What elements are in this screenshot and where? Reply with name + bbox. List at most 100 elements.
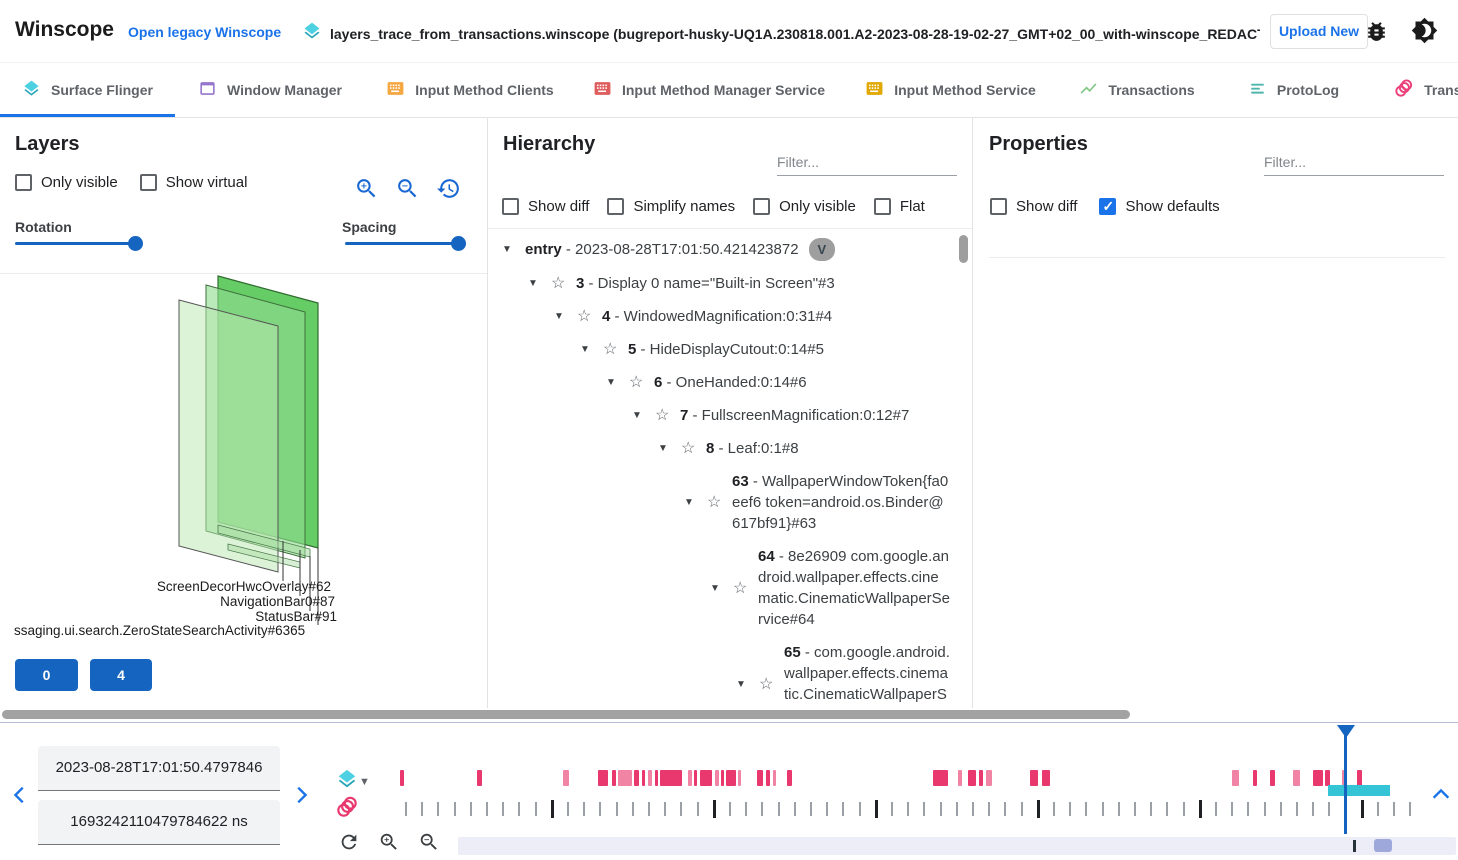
collapse-caret-icon[interactable]: ▼ — [502, 244, 512, 255]
layer-label: ssaging.ui.search.ZeroStateSearchActivit… — [14, 623, 306, 638]
app-header: Winscope Open legacy Winscope layers_tra… — [0, 0, 1458, 62]
tab-transitions[interactable]: Transitions — [1371, 63, 1458, 117]
tab-protolog[interactable]: ProtoLog — [1216, 63, 1371, 117]
keyboard-icon — [386, 79, 405, 101]
tab-input-method-service[interactable]: Input Method Service — [843, 63, 1058, 117]
trace-file-name: layers_trace_from_transactions.winscope … — [330, 25, 1260, 42]
collapse-caret-icon[interactable]: ▼ — [606, 377, 616, 388]
display-4-button[interactable]: 4 — [90, 659, 152, 691]
previous-entry-chevron-icon[interactable] — [9, 784, 31, 811]
timeline-canvas[interactable] — [395, 724, 1425, 836]
display-0-button[interactable]: 0 — [15, 659, 78, 691]
timeline-zoom-out-icon[interactable] — [418, 831, 440, 858]
only-visible-checkbox[interactable]: Only visible — [15, 174, 118, 191]
pin-star-icon[interactable]: ☆ — [629, 374, 644, 391]
dark-mode-toggle-icon[interactable] — [1411, 17, 1438, 44]
timeline-zoom-in-icon[interactable] — [378, 831, 400, 858]
hierarchy-scrollbar[interactable] — [959, 235, 968, 263]
pin-star-icon[interactable]: ☆ — [707, 494, 722, 511]
pin-star-icon[interactable]: ☆ — [603, 341, 618, 358]
checkbox[interactable] — [1099, 198, 1117, 215]
collapse-caret-icon[interactable]: ▼ — [632, 410, 642, 421]
scrollbar-thumb[interactable] — [2, 710, 1130, 719]
tab-label: ProtoLog — [1276, 82, 1340, 98]
collapse-caret-icon[interactable]: ▼ — [528, 278, 538, 289]
checkbox[interactable] — [139, 174, 157, 191]
keyboard-icon — [865, 79, 884, 101]
bug-report-icon[interactable] — [1364, 19, 1390, 45]
tab-label: Transactions — [1108, 82, 1195, 98]
flat-checkbox[interactable]: Flat — [873, 198, 925, 215]
show-defaults-checkbox[interactable]: Show defaults — [1099, 198, 1220, 215]
tab-input-method-manager-service[interactable]: Input Method Manager Service — [575, 63, 843, 117]
layers-3d-view[interactable] — [0, 273, 487, 645]
transitions-trace-row-icon[interactable] — [334, 794, 360, 825]
checkbox[interactable] — [502, 198, 519, 215]
keyboard-icon — [593, 79, 612, 101]
layers-trace-row-icon[interactable] — [336, 768, 358, 795]
pin-star-icon[interactable]: ☆ — [681, 440, 696, 457]
next-entry-chevron-icon[interactable] — [290, 784, 312, 811]
pin-star-icon[interactable]: ☆ — [733, 579, 748, 597]
collapse-caret-icon[interactable]: ▼ — [736, 678, 746, 690]
tab-transactions[interactable]: Transactions — [1058, 63, 1216, 117]
tree-node[interactable]: ▼ ☆ 64 - 8e26909 com.google.android.wallp… — [710, 548, 950, 628]
tree-node[interactable]: ▼ ☆ 5 - HideDisplayCutout:0:14#5 — [580, 341, 824, 358]
timeline-selection-bar[interactable] — [1328, 785, 1390, 796]
collapse-timeline-chevron-icon[interactable] — [1430, 784, 1452, 811]
tree-node[interactable]: ▼ ☆ 7 - FullscreenMagnification:0:12#7 — [632, 407, 910, 424]
tree-node-entry[interactable]: ▼ entry - 2023-08-28T17:01:50.421423872 V — [502, 232, 950, 267]
pin-star-icon[interactable]: ☆ — [551, 275, 566, 292]
tab-input-method-clients[interactable]: Input Method Clients — [365, 63, 575, 117]
chart-icon — [1079, 79, 1098, 101]
only-visible-checkbox[interactable]: Only visible — [753, 198, 856, 215]
collapse-caret-icon[interactable]: ▼ — [580, 344, 590, 355]
collapse-caret-icon[interactable]: ▼ — [658, 443, 668, 454]
main-horizontal-scrollbar[interactable] — [0, 709, 1458, 720]
layers-panel-title: Layers — [15, 133, 80, 155]
show-virtual-checkbox[interactable]: Show virtual — [139, 174, 247, 191]
rotation-label: Rotation — [15, 219, 72, 235]
pin-star-icon[interactable]: ☆ — [577, 308, 592, 325]
rotation-slider[interactable] — [15, 236, 143, 251]
tab-label: Input Method Service — [894, 82, 1036, 98]
layers-icon — [22, 79, 41, 101]
tree-node[interactable]: ▼ ☆ 3 - Display 0 name="Built-in Screen"#… — [528, 275, 835, 292]
spacing-slider[interactable] — [345, 236, 466, 251]
timeline-refresh-icon[interactable] — [338, 831, 360, 858]
open-legacy-winscope-link[interactable]: Open legacy Winscope — [128, 24, 282, 40]
timestamp-human-input[interactable]: 2023-08-28T17:01:50.4797846 — [38, 746, 280, 791]
checkbox[interactable] — [753, 198, 771, 215]
collapse-caret-icon[interactable]: ▼ — [554, 311, 564, 322]
pin-star-icon[interactable]: ☆ — [759, 675, 774, 693]
show-diff-checkbox[interactable]: Show diff — [990, 198, 1077, 215]
lines-icon — [1248, 79, 1267, 101]
tree-node[interactable]: ▼ ☆ 4 - WindowedMagnification:0:31#4 — [554, 308, 833, 325]
timeline-minimap[interactable] — [458, 837, 1456, 855]
upload-new-button[interactable]: Upload New — [1270, 14, 1368, 49]
zoom-out-icon[interactable] — [395, 176, 420, 206]
zoom-in-icon[interactable] — [354, 176, 379, 206]
tree-node[interactable]: ▼ ☆ 6 - OneHanded:0:14#6 — [606, 374, 807, 391]
tree-node[interactable]: ▼ ☆ 63 - WallpaperWindowToken{fa0eef6 tok… — [684, 473, 949, 532]
timestamp-ns-input[interactable]: 1693242110479784622 ns — [38, 800, 280, 845]
show-diff-checkbox[interactable]: Show diff — [502, 198, 589, 215]
tab-surface-flinger[interactable]: Surface Flinger — [0, 63, 175, 117]
tree-node[interactable]: ▼ ☆ 8 - Leaf:0:1#8 — [658, 440, 799, 457]
collapse-caret-icon[interactable]: ▼ — [684, 497, 694, 508]
minimap-thumb[interactable] — [1374, 839, 1392, 852]
reset-view-icon[interactable] — [436, 176, 461, 206]
tab-label: Input Method Clients — [415, 82, 554, 98]
properties-filter-input[interactable] — [1264, 148, 1444, 176]
checkbox[interactable] — [607, 198, 625, 215]
checkbox[interactable] — [990, 198, 1007, 215]
simplify-names-checkbox[interactable]: Simplify names — [607, 198, 735, 215]
checkbox[interactable] — [15, 174, 32, 191]
tab-window-manager[interactable]: Window Manager — [175, 63, 365, 117]
tree-node[interactable]: ▼ ☆ 65 - com.google.android.wallpaper.eff… — [736, 644, 950, 703]
trace-select-caret-icon[interactable]: ▼ — [359, 776, 370, 788]
collapse-caret-icon[interactable]: ▼ — [710, 582, 720, 594]
hierarchy-filter-input[interactable] — [777, 148, 957, 176]
checkbox[interactable] — [873, 198, 891, 215]
pin-star-icon[interactable]: ☆ — [655, 407, 670, 424]
